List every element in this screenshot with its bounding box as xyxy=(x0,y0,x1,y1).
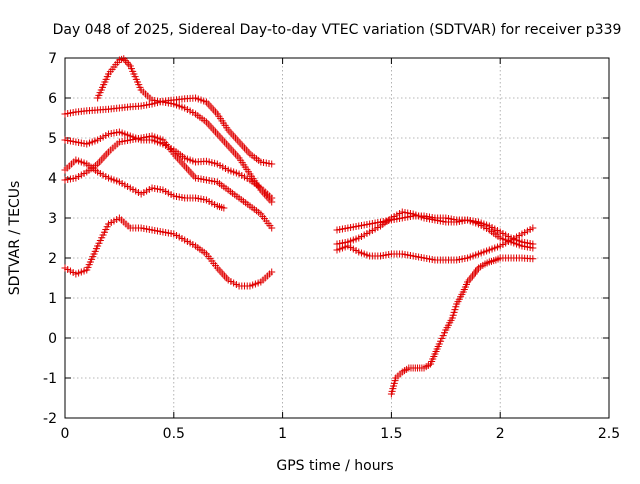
plot-frame xyxy=(64,57,610,419)
x-tick-label: 0 xyxy=(61,426,70,442)
data-point xyxy=(268,224,276,232)
y-tick-label: -2 xyxy=(43,411,57,427)
x-tick-label: 2 xyxy=(496,426,505,442)
y-tick-label: 1 xyxy=(48,291,57,307)
y-tick-label: -1 xyxy=(43,371,57,387)
x-tick-label: 0.5 xyxy=(163,426,185,442)
data-point xyxy=(125,60,133,68)
y-tick-label: 4 xyxy=(48,171,57,187)
y-tick-label: 5 xyxy=(48,131,57,147)
x-axis-label: GPS time / hours xyxy=(276,458,393,474)
x-tick-label: 2.5 xyxy=(598,426,620,442)
data-series-s5 xyxy=(61,156,228,212)
data-series-s4 xyxy=(61,132,276,232)
y-tick-label: 7 xyxy=(48,51,57,67)
data-series-s2 xyxy=(94,55,276,206)
series-layer xyxy=(61,55,537,398)
x-tick-label: 1 xyxy=(278,426,287,442)
data-point xyxy=(268,160,276,168)
data-series-s9 xyxy=(333,224,537,264)
y-tick-label: 0 xyxy=(48,331,57,347)
tick-layer: 0 0.5 1 1.5 2 2.5 -2 -1 0 1 2 3 4 5 6 7 xyxy=(43,51,620,442)
y-tick-label: 3 xyxy=(48,211,57,227)
data-point xyxy=(268,194,276,202)
x-tick-label: 1.5 xyxy=(380,426,402,442)
data-point xyxy=(268,268,276,276)
data-series-s6 xyxy=(61,214,276,290)
data-point xyxy=(529,255,537,263)
data-point xyxy=(529,240,537,248)
grid-layer xyxy=(65,58,609,418)
chart-title: Day 048 of 2025, Sidereal Day-to-day VTE… xyxy=(53,22,622,38)
y-tick-label: 6 xyxy=(48,91,57,107)
data-point xyxy=(220,204,228,212)
data-series-s10 xyxy=(387,254,537,398)
data-point xyxy=(123,58,131,66)
y-axis-label: SDTVAR / TECUs xyxy=(7,181,23,296)
data-point xyxy=(529,224,537,232)
data-point xyxy=(121,57,129,65)
y-tick-label: 2 xyxy=(48,251,57,267)
data-point xyxy=(120,55,128,63)
